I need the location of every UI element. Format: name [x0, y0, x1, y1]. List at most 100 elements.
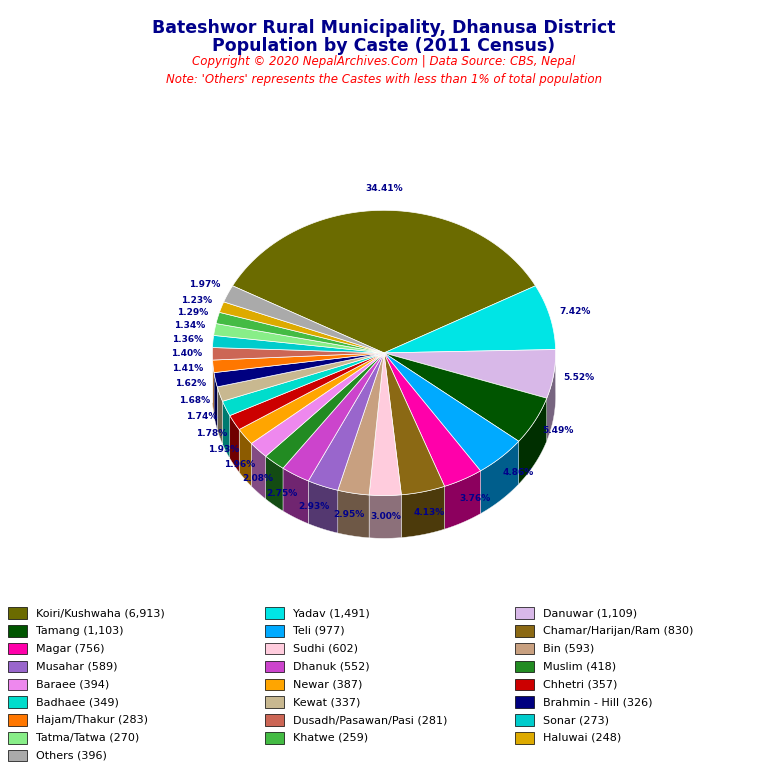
Polygon shape [223, 286, 384, 353]
Polygon shape [223, 353, 384, 415]
FancyBboxPatch shape [8, 660, 27, 672]
Text: 34.41%: 34.41% [366, 184, 402, 194]
Polygon shape [308, 481, 338, 533]
Polygon shape [384, 353, 547, 442]
Text: Chhetri (357): Chhetri (357) [543, 680, 617, 690]
Text: Danuwar (1,109): Danuwar (1,109) [543, 608, 637, 618]
Polygon shape [216, 313, 384, 353]
FancyBboxPatch shape [8, 679, 27, 690]
Text: Kewat (337): Kewat (337) [293, 697, 361, 707]
Text: 4.86%: 4.86% [503, 468, 535, 478]
Text: Brahmin - Hill (326): Brahmin - Hill (326) [543, 697, 653, 707]
Text: Note: 'Others' represents the Castes with less than 1% of total population: Note: 'Others' represents the Castes wit… [166, 73, 602, 86]
Text: 1.29%: 1.29% [177, 308, 208, 317]
Text: Chamar/Harijan/Ram (830): Chamar/Harijan/Ram (830) [543, 626, 694, 636]
Polygon shape [213, 336, 384, 353]
Polygon shape [223, 401, 230, 458]
Polygon shape [308, 353, 384, 490]
Polygon shape [402, 486, 445, 538]
Polygon shape [384, 349, 556, 398]
Polygon shape [369, 353, 402, 495]
Text: Sudhi (602): Sudhi (602) [293, 644, 359, 654]
Text: Sonar (273): Sonar (273) [543, 715, 609, 725]
Text: Badhaee (349): Badhaee (349) [36, 697, 119, 707]
FancyBboxPatch shape [515, 625, 534, 637]
Polygon shape [213, 360, 214, 415]
Text: Baraee (394): Baraee (394) [36, 680, 109, 690]
Polygon shape [214, 353, 384, 387]
FancyBboxPatch shape [265, 660, 284, 672]
FancyBboxPatch shape [8, 607, 27, 619]
Text: 2.75%: 2.75% [266, 489, 298, 498]
FancyBboxPatch shape [265, 607, 284, 619]
Text: Koiri/Kushwaha (6,913): Koiri/Kushwaha (6,913) [36, 608, 165, 618]
Text: Muslim (418): Muslim (418) [543, 661, 616, 671]
Text: Bin (593): Bin (593) [543, 644, 594, 654]
Text: 1.40%: 1.40% [171, 349, 202, 359]
Text: Yadav (1,491): Yadav (1,491) [293, 608, 370, 618]
Polygon shape [213, 353, 384, 372]
Polygon shape [445, 471, 481, 529]
Polygon shape [214, 372, 217, 429]
Text: 1.68%: 1.68% [180, 396, 210, 405]
Polygon shape [239, 429, 251, 486]
Text: 1.97%: 1.97% [189, 280, 220, 290]
Text: Newar (387): Newar (387) [293, 680, 362, 690]
Text: Copyright © 2020 NepalArchives.Com | Data Source: CBS, Nepal: Copyright © 2020 NepalArchives.Com | Dat… [192, 55, 576, 68]
FancyBboxPatch shape [515, 660, 534, 672]
Text: Haluwai (248): Haluwai (248) [543, 733, 621, 743]
Text: Musahar (589): Musahar (589) [36, 661, 118, 671]
Polygon shape [217, 387, 223, 444]
FancyBboxPatch shape [8, 732, 27, 743]
Polygon shape [230, 415, 239, 472]
Polygon shape [338, 353, 384, 495]
FancyBboxPatch shape [265, 679, 284, 690]
Text: 1.62%: 1.62% [174, 379, 206, 389]
Polygon shape [338, 490, 369, 538]
Polygon shape [369, 495, 402, 538]
FancyBboxPatch shape [8, 625, 27, 637]
FancyBboxPatch shape [8, 750, 27, 762]
Text: 5.49%: 5.49% [542, 426, 574, 435]
Polygon shape [266, 353, 384, 468]
FancyBboxPatch shape [515, 697, 534, 708]
Text: Khatwe (259): Khatwe (259) [293, 733, 369, 743]
Text: Tamang (1,103): Tamang (1,103) [36, 626, 124, 636]
Polygon shape [233, 210, 535, 353]
Polygon shape [214, 323, 384, 353]
Text: Dusadh/Pasawan/Pasi (281): Dusadh/Pasawan/Pasi (281) [293, 715, 448, 725]
Polygon shape [384, 353, 481, 486]
FancyBboxPatch shape [8, 697, 27, 708]
Text: 7.42%: 7.42% [559, 306, 591, 316]
Polygon shape [251, 443, 266, 499]
FancyBboxPatch shape [8, 643, 27, 654]
Text: Hajam/Thakur (283): Hajam/Thakur (283) [36, 715, 148, 725]
Polygon shape [384, 286, 555, 353]
Text: 1.78%: 1.78% [196, 429, 227, 438]
Polygon shape [283, 353, 384, 481]
Polygon shape [220, 302, 384, 353]
Text: Dhanuk (552): Dhanuk (552) [293, 661, 370, 671]
Text: 1.41%: 1.41% [172, 364, 203, 373]
Polygon shape [481, 442, 518, 514]
Text: 1.96%: 1.96% [223, 460, 255, 469]
Text: Population by Caste (2011 Census): Population by Caste (2011 Census) [213, 37, 555, 55]
Text: 1.93%: 1.93% [209, 445, 240, 454]
Text: 1.74%: 1.74% [187, 412, 218, 422]
Polygon shape [518, 398, 547, 484]
FancyBboxPatch shape [265, 714, 284, 726]
Text: 3.00%: 3.00% [370, 512, 401, 521]
FancyBboxPatch shape [8, 714, 27, 726]
Ellipse shape [212, 253, 556, 538]
Text: 4.13%: 4.13% [414, 508, 445, 517]
Polygon shape [384, 353, 518, 471]
Polygon shape [239, 353, 384, 443]
FancyBboxPatch shape [515, 679, 534, 690]
FancyBboxPatch shape [265, 643, 284, 654]
Text: Others (396): Others (396) [36, 750, 107, 760]
Text: 2.08%: 2.08% [242, 475, 273, 483]
Text: 2.95%: 2.95% [333, 510, 364, 519]
FancyBboxPatch shape [515, 643, 534, 654]
FancyBboxPatch shape [515, 714, 534, 726]
Text: Magar (756): Magar (756) [36, 644, 104, 654]
